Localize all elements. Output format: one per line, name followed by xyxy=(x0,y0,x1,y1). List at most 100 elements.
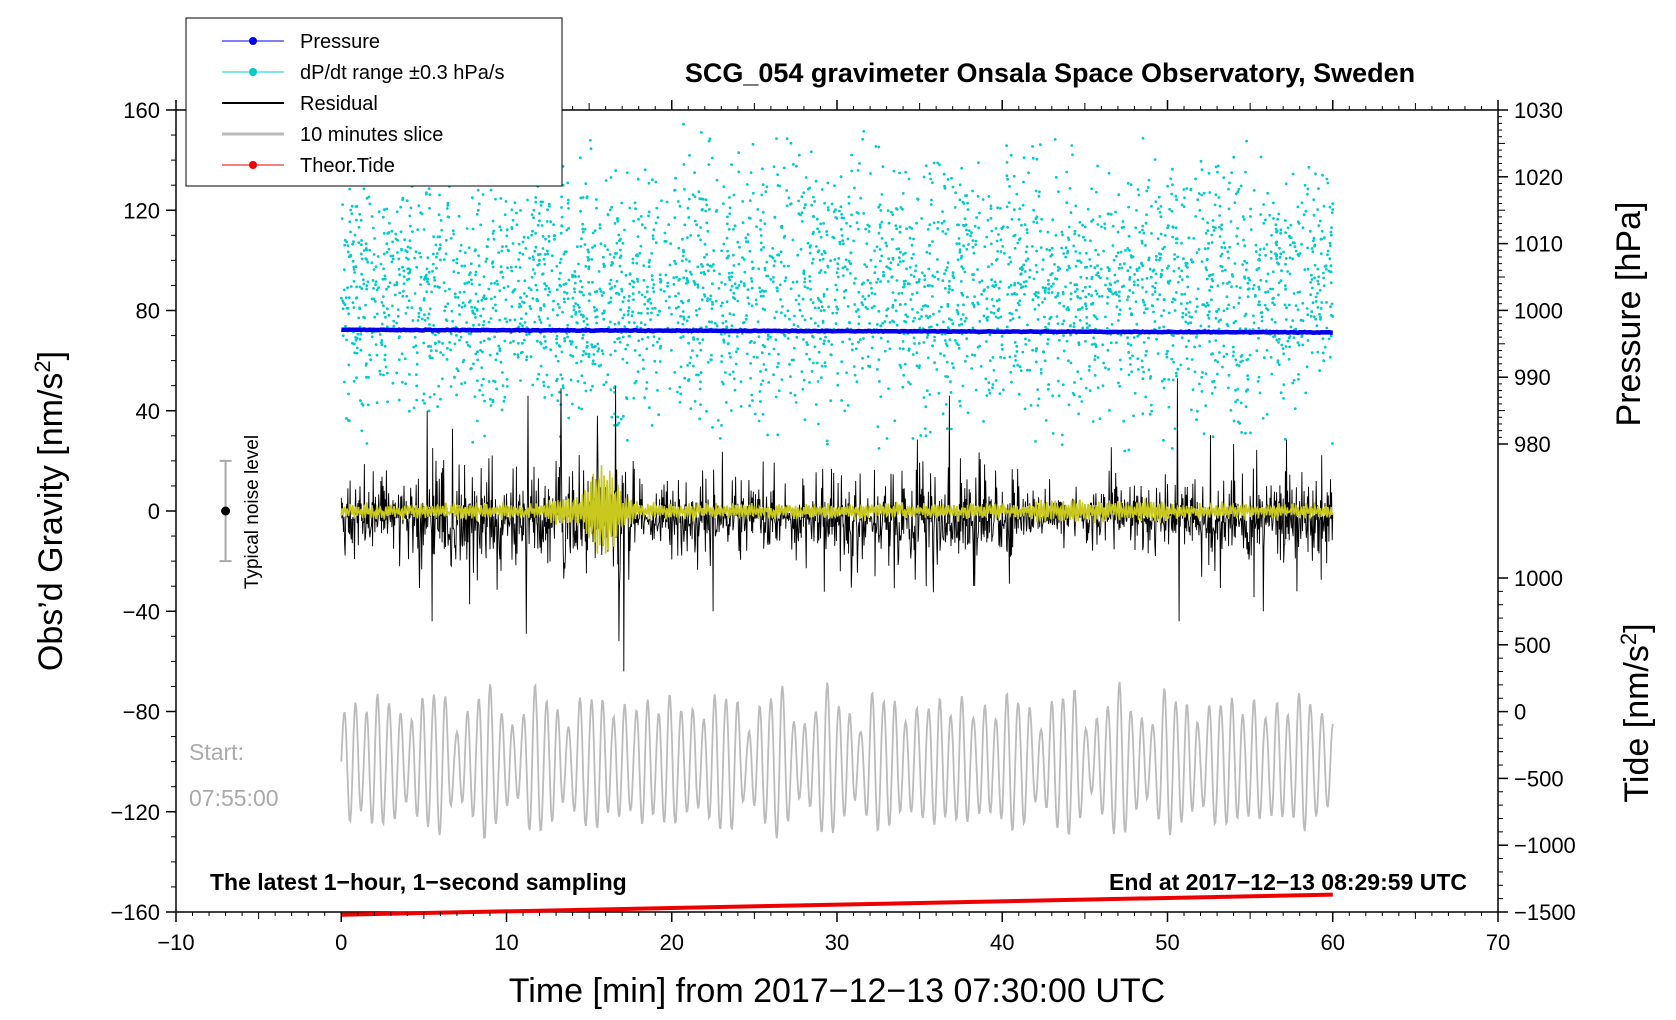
dpdt-point xyxy=(587,258,591,261)
dpdt-point xyxy=(813,306,817,310)
dpdt-point xyxy=(426,316,430,320)
dpdt-point xyxy=(893,419,897,423)
dpdt-point xyxy=(880,193,884,196)
dpdt-point xyxy=(988,333,992,337)
dpdt-point xyxy=(628,272,632,276)
dpdt-point xyxy=(1330,302,1334,306)
dpdt-point xyxy=(650,311,653,315)
dpdt-point xyxy=(492,237,496,241)
dpdt-point xyxy=(1180,241,1183,245)
dpdt-point xyxy=(613,349,617,353)
dpdt-point xyxy=(1271,270,1275,274)
dpdt-point xyxy=(727,271,731,275)
dpdt-point xyxy=(1028,368,1031,372)
dpdt-point xyxy=(510,269,514,273)
dpdt-point xyxy=(785,189,789,192)
dpdt-point xyxy=(528,256,531,260)
dpdt-point xyxy=(1015,308,1018,312)
dpdt-point xyxy=(1127,373,1131,377)
dpdt-point xyxy=(576,379,580,383)
dpdt-point xyxy=(879,324,883,328)
dpdt-point xyxy=(1023,223,1027,227)
dpdt-point xyxy=(1268,213,1272,217)
dpdt-point xyxy=(1258,253,1262,257)
dpdt-point xyxy=(1275,253,1279,257)
dpdt-point xyxy=(532,208,536,212)
dpdt-point xyxy=(909,298,913,301)
dpdt-point xyxy=(1184,320,1188,324)
dpdt-point xyxy=(923,285,926,288)
dpdt-point xyxy=(393,283,396,287)
dpdt-point xyxy=(682,122,685,126)
dpdt-point xyxy=(924,405,928,409)
dpdt-point xyxy=(619,308,622,311)
dpdt-point xyxy=(849,272,852,275)
dpdt-point xyxy=(638,251,642,255)
dpdt-point xyxy=(930,284,934,288)
dpdt-point xyxy=(632,321,636,325)
dpdt-point xyxy=(356,332,360,336)
dpdt-point xyxy=(823,339,826,343)
dpdt-point xyxy=(856,169,860,172)
dpdt-point xyxy=(468,345,472,348)
dpdt-point xyxy=(394,232,398,236)
dpdt-point xyxy=(1306,267,1310,271)
dpdt-point xyxy=(530,233,533,237)
dpdt-point xyxy=(1152,310,1155,314)
dpdt-point xyxy=(616,219,620,223)
dpdt-point xyxy=(536,299,540,302)
dpdt-point xyxy=(1118,384,1122,388)
dpdt-point xyxy=(1294,249,1298,253)
dpdt-point xyxy=(1129,183,1133,187)
dpdt-point xyxy=(546,317,550,320)
dpdt-point xyxy=(987,388,991,392)
dpdt-point xyxy=(423,277,426,281)
dpdt-point xyxy=(524,247,528,250)
dpdt-point xyxy=(653,359,657,363)
dpdt-point xyxy=(483,399,486,403)
dpdt-point xyxy=(1154,200,1158,204)
dpdt-point xyxy=(1257,300,1261,303)
dpdt-point xyxy=(848,321,851,325)
dpdt-point xyxy=(1160,379,1164,383)
dpdt-point xyxy=(545,284,548,288)
dpdt-point xyxy=(937,309,941,313)
dpdt-point xyxy=(627,321,631,324)
dpdt-point xyxy=(925,336,929,339)
y-left-tick-label: 120 xyxy=(123,198,160,223)
tide-tick-label: −500 xyxy=(1514,766,1564,791)
dpdt-point xyxy=(465,340,469,344)
dpdt-point xyxy=(693,171,696,175)
dpdt-point xyxy=(895,279,899,282)
dpdt-point xyxy=(1200,390,1204,393)
dpdt-point xyxy=(1028,268,1032,272)
dpdt-point xyxy=(846,237,850,241)
dpdt-point xyxy=(628,334,632,338)
dpdt-point xyxy=(859,338,862,342)
dpdt-point xyxy=(494,358,498,362)
dpdt-point xyxy=(1203,247,1207,251)
dpdt-point xyxy=(687,216,691,219)
dpdt-point xyxy=(1015,350,1019,353)
dpdt-point xyxy=(1144,290,1148,294)
dpdt-point xyxy=(1225,307,1229,310)
dpdt-point xyxy=(613,322,617,326)
dpdt-point xyxy=(541,247,545,250)
dpdt-point xyxy=(1002,225,1005,229)
dpdt-point xyxy=(387,313,391,317)
dpdt-point xyxy=(700,208,704,212)
dpdt-point xyxy=(827,339,831,343)
dpdt-point xyxy=(1031,298,1035,302)
theoretical-tide-series xyxy=(341,892,1333,917)
dpdt-point xyxy=(437,340,441,343)
dpdt-point xyxy=(1226,386,1230,390)
dpdt-point xyxy=(1067,403,1071,407)
dpdt-point xyxy=(697,234,700,238)
dpdt-point xyxy=(817,230,821,234)
dpdt-point xyxy=(1280,343,1284,347)
dpdt-point xyxy=(372,268,376,271)
dpdt-point xyxy=(427,312,431,316)
dpdt-point xyxy=(404,312,408,315)
dpdt-point xyxy=(510,208,514,212)
dpdt-point xyxy=(891,303,895,307)
